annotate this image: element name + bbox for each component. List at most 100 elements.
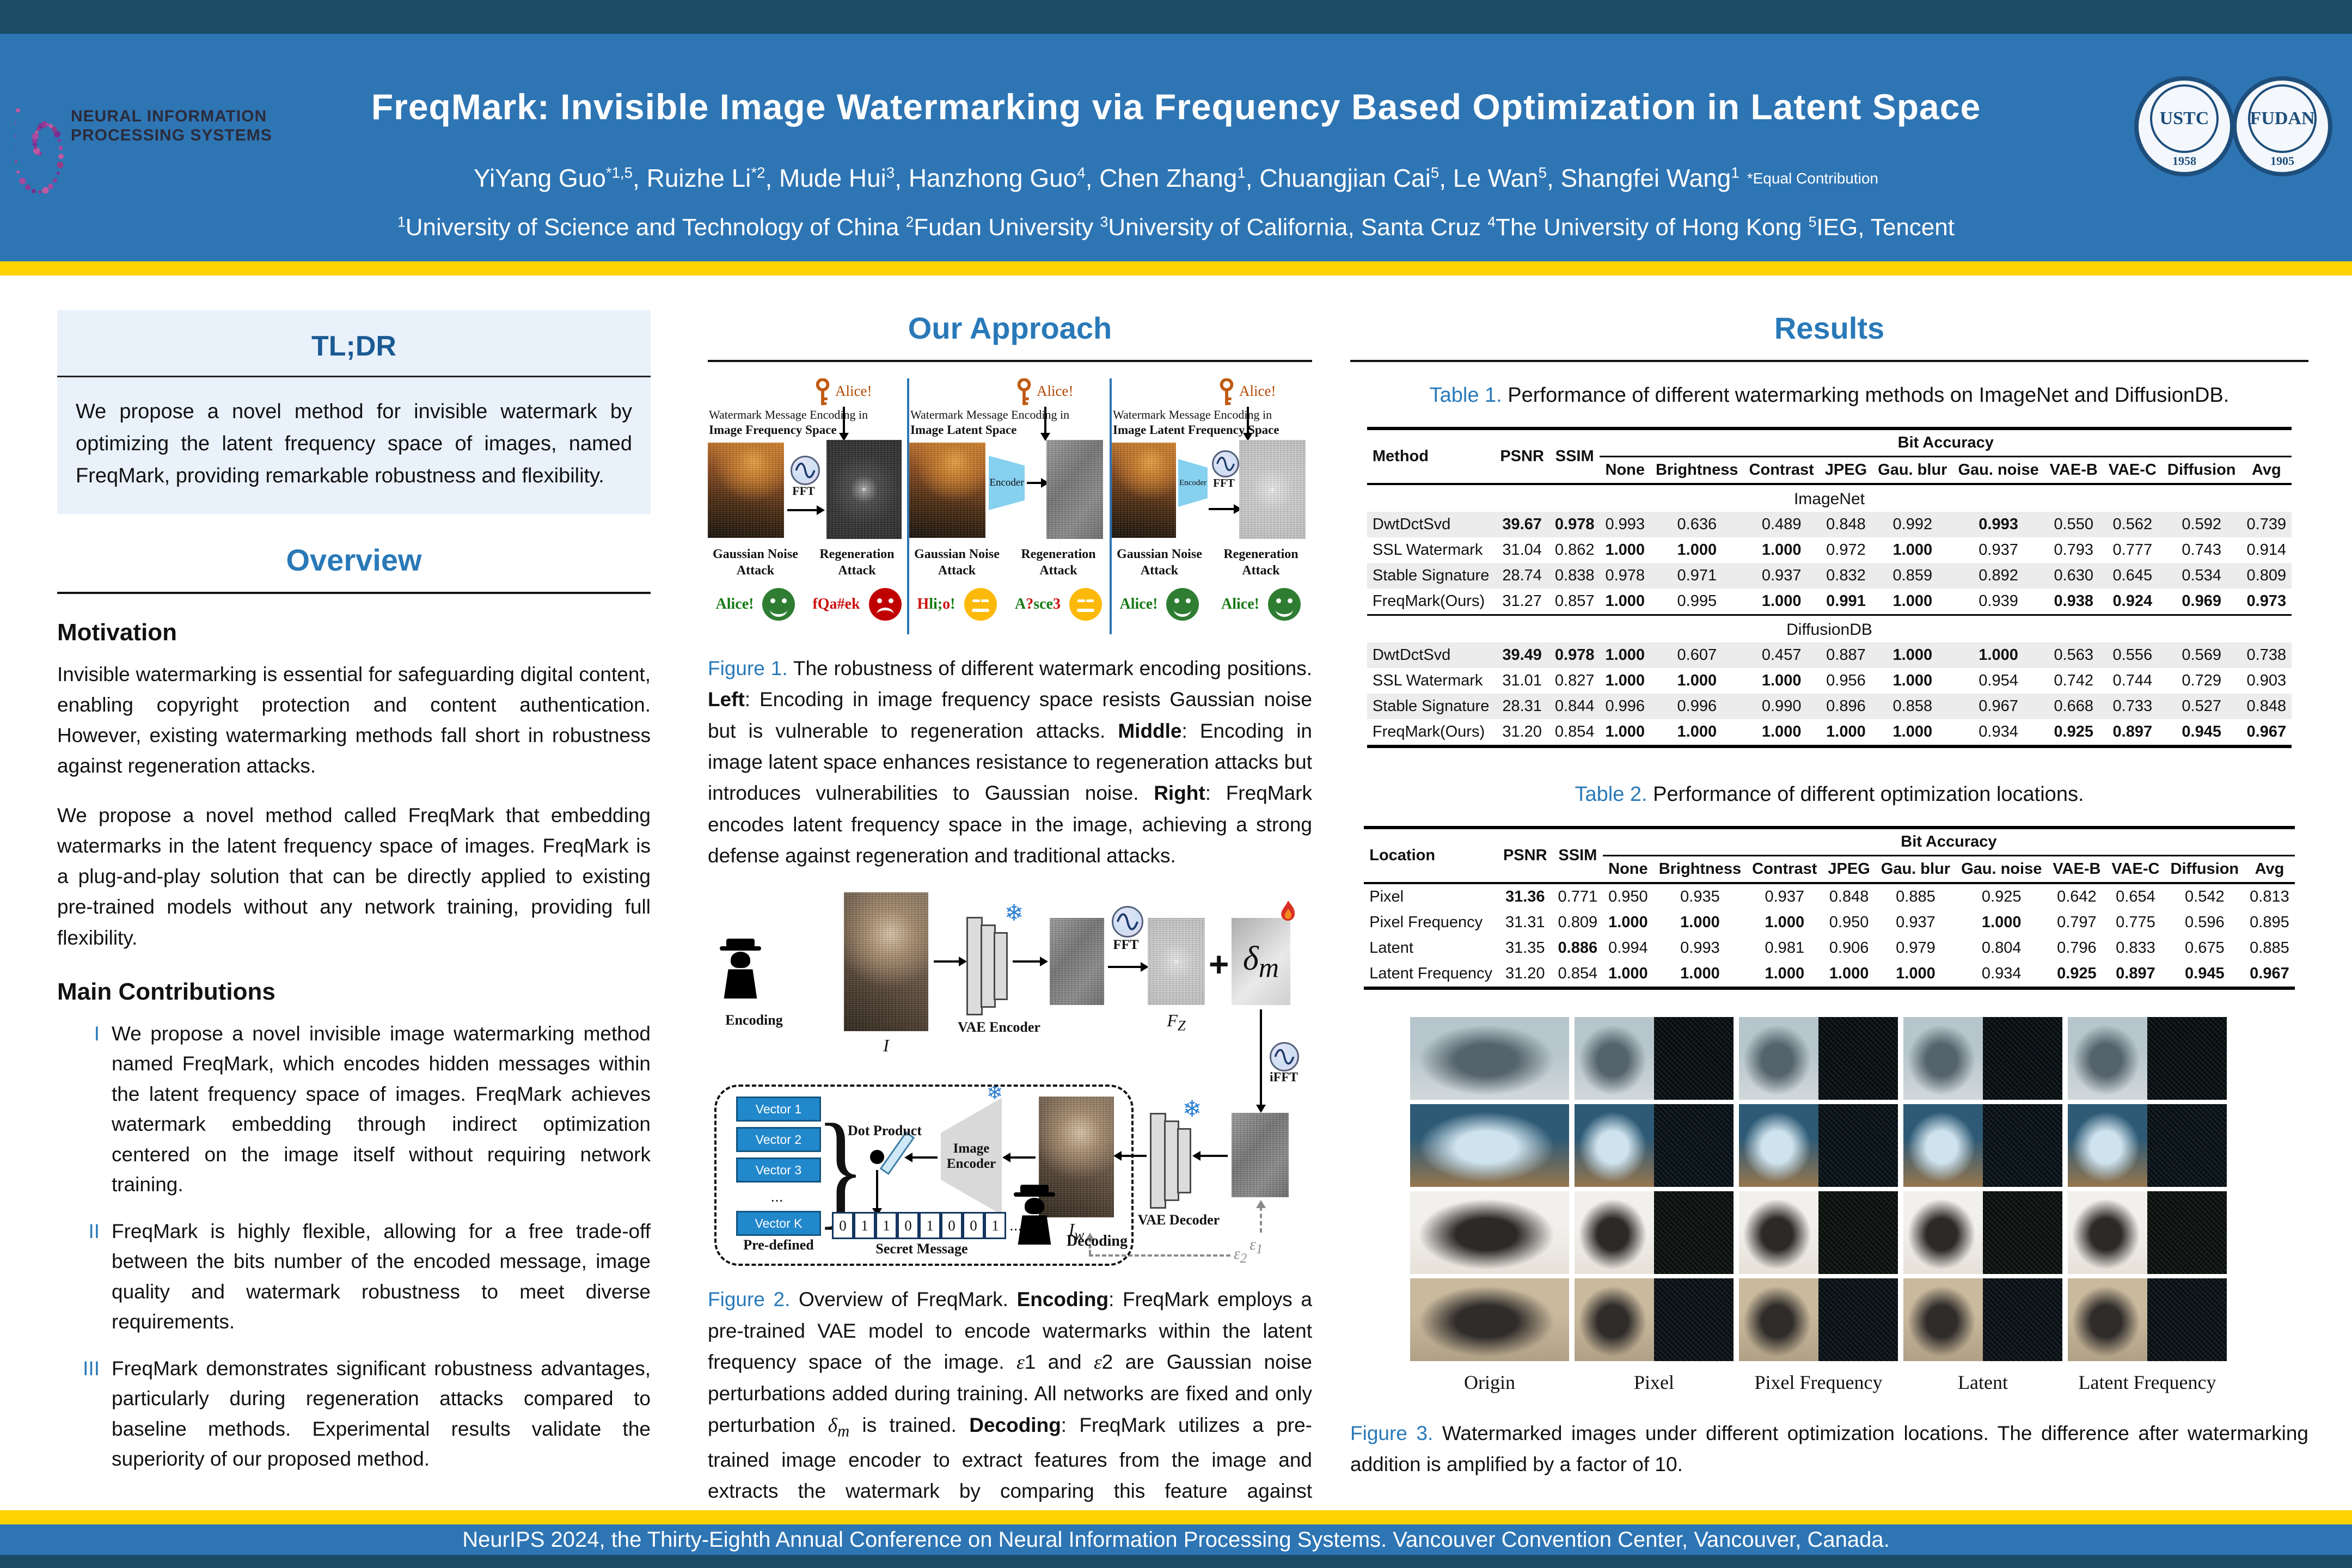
value-cell: 0.978	[1554, 516, 1595, 533]
decorative	[58, 146, 63, 151]
contribution-numeral: II	[88, 1220, 100, 1242]
decorative	[1220, 378, 1234, 391]
figure3-cell	[1903, 1278, 2062, 1361]
figure3-cell	[2068, 1017, 2227, 1100]
value-cell: 1.000	[1680, 914, 1720, 931]
decorative	[34, 146, 38, 150]
decorative	[1287, 598, 1293, 603]
arrow-head	[1113, 1151, 1122, 1161]
value-cell: 0.925	[2057, 965, 2097, 982]
decorative	[770, 598, 776, 603]
ustc-seal-abbr: USTC	[2150, 84, 2219, 153]
value-cell: 1.000	[1765, 965, 1805, 982]
figure3-cell	[1903, 1191, 2062, 1274]
author: Shangfei Wang1	[1560, 164, 1739, 192]
figure3-cell	[1739, 1017, 1898, 1100]
decorative: 1	[1255, 1242, 1263, 1257]
value-cell: 39.49	[1502, 646, 1542, 664]
value-cell: 0.886	[1558, 939, 1598, 957]
decorative: ImageNet	[1367, 484, 2292, 512]
difference-map-half	[1818, 1278, 1898, 1361]
value-cell: 0.592	[2182, 516, 2221, 533]
watermarked-photo-half	[2068, 1104, 2147, 1187]
epsilon1-label: ε1	[1250, 1235, 1263, 1257]
difference-map-half	[1983, 1104, 2062, 1187]
table-row: DwtDctSvd 39.67 0.978 0.993 0.636 0.489 0.848 0…	[1367, 512, 2292, 537]
attack-column-header: JPEG	[1819, 456, 1873, 485]
value-cell: 0.742	[2054, 672, 2094, 689]
value-cell: 0.993	[1605, 516, 1645, 533]
decorative	[1216, 456, 1235, 471]
decorative: 5	[1430, 164, 1440, 181]
predefined-vector: Vector 2	[736, 1127, 821, 1153]
column-header: PSNR	[1494, 428, 1549, 485]
contribution-item: I We propose a novel invisible image wate…	[57, 1019, 651, 1200]
value-cell: 0.925	[2054, 723, 2094, 740]
text-segment: Alice!	[1221, 596, 1259, 612]
decoding-dashed-box	[714, 1085, 1134, 1266]
gaussian-attack-label: Gaussian Noise Attack	[1117, 547, 1202, 578]
value-cell: 0.972	[1826, 541, 1866, 559]
bits-ellipsis: ...	[1009, 1216, 1022, 1234]
text-segment: Figure 1.	[708, 657, 788, 679]
value-cell: 0.954	[1979, 672, 2018, 689]
attack-column-header: Contrast	[1743, 456, 1820, 485]
table-row: Latent Frequency 31.20 0.854 1.000 1.000 1.00…	[1364, 961, 2294, 988]
logo-line1: NEURAL INFORMATION	[71, 107, 267, 125]
results-title: Results	[1774, 311, 1885, 345]
value-cell: 0.978	[1605, 567, 1645, 584]
text-segment: The robustness of different watermark en…	[787, 657, 1312, 679]
value-cell: 0.934	[1981, 965, 2022, 982]
value-cell: 0.897	[2112, 723, 2153, 740]
value-cell: 0.534	[2182, 567, 2221, 584]
value-cell: 0.858	[1892, 697, 1933, 715]
spectrum-image	[1239, 440, 1306, 539]
decorative: DiffusionDB	[1367, 614, 2292, 642]
decorative: 3	[1100, 213, 1108, 230]
watermarked-photo-half	[1903, 1017, 1983, 1100]
decorative: None Brightness Contrast JPEG Gau. blur Gau. …	[1367, 456, 2292, 485]
text-segment: !	[950, 596, 955, 612]
value-cell: 0.809	[2246, 567, 2287, 584]
value-cell: 31.20	[1505, 965, 1545, 982]
motivation-paragraph-1: Invisible watermarking is essential for …	[57, 663, 651, 777]
decorative: 3	[886, 164, 895, 181]
value-cell: 0.563	[2054, 646, 2094, 664]
text-segment: are Gaussian noise perturbations added d…	[708, 1351, 1313, 1436]
figure3-caption: Figure 3. Watermarked images under diffe…	[1350, 1418, 2308, 1480]
value-cell: 0.967	[2250, 965, 2289, 982]
attack-column-header: Avg	[2244, 855, 2295, 884]
watermarked-image-label: Iw	[1039, 1220, 1114, 1243]
encoder-person-icon	[719, 939, 762, 1004]
decorative	[19, 177, 26, 185]
ifft-label: iFFT	[1270, 1070, 1298, 1085]
epsilon2-dashed-line	[1089, 1238, 1091, 1255]
value-cell: 0.993	[1680, 939, 1720, 957]
arrow-head	[1040, 957, 1048, 967]
column-header: SSIM	[1552, 828, 1603, 884]
column-header: PSNR	[1497, 828, 1553, 884]
tldr-text: We propose a novel method for invisible …	[76, 400, 632, 487]
arrow-line	[1013, 960, 1040, 963]
attack-column-header: Brightness	[1653, 855, 1747, 884]
decorative: w	[1074, 1226, 1085, 1243]
arrow-head	[1256, 1105, 1266, 1113]
bit-accuracy-header: Bit Accuracy	[1600, 428, 2292, 457]
ustc-seal-year: 1958	[2172, 154, 2196, 168]
value-cell: 0.993	[1979, 516, 2018, 533]
contribution-text: FreqMark demonstrates significant robust…	[112, 1357, 651, 1471]
decorative	[770, 602, 788, 617]
origin-image	[1410, 1017, 1569, 1100]
text-segment: Encoding	[1016, 1288, 1109, 1311]
left-column: TL;DR We propose a novel method for invi…	[57, 310, 651, 1491]
secret-bit: 0	[941, 1212, 963, 1240]
table2-caption: Table 2. Performance of different optimi…	[1350, 783, 2308, 806]
decoded-message: Hli;o!	[917, 596, 955, 613]
text-segment: Right	[1154, 782, 1205, 805]
watermarked-photo-half	[1903, 1278, 1983, 1361]
decorative	[1020, 1185, 1049, 1194]
text-segment: : Encoding in image latent space enhance…	[708, 719, 1312, 805]
arrow-head	[959, 957, 967, 967]
decorative	[32, 188, 36, 193]
value-cell: 0.743	[2182, 541, 2221, 559]
